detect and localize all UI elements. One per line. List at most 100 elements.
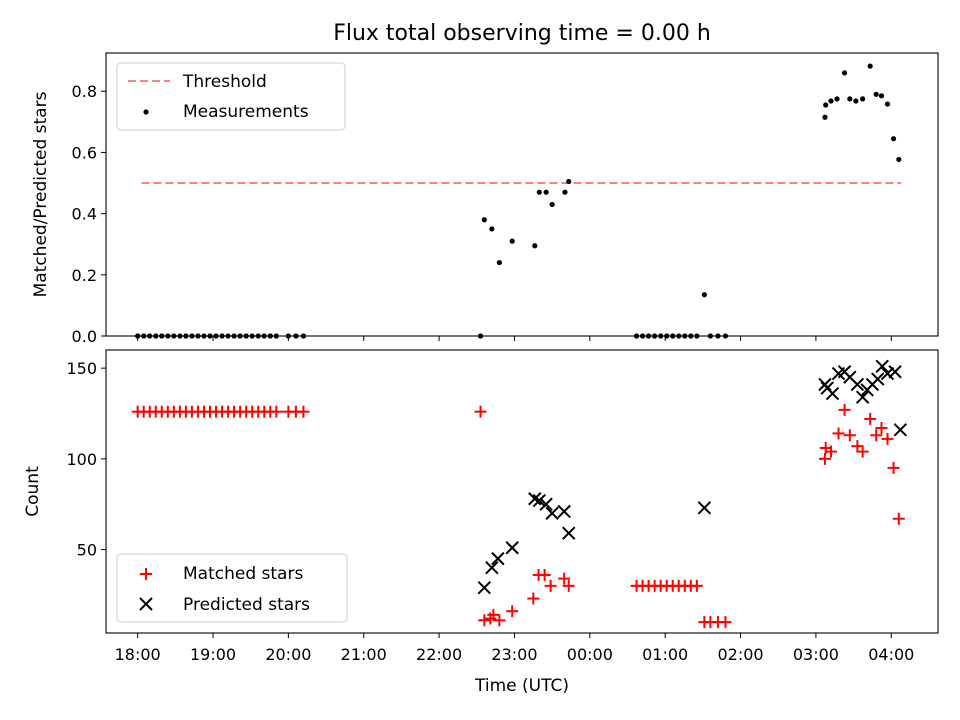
matched-star-point (270, 405, 283, 418)
matched-star-point (856, 445, 869, 458)
matched-star-point (558, 572, 571, 585)
predicted-star-point (562, 526, 576, 540)
top-panel: 0.00.20.40.60.8 Matched/Predicted stars … (31, 52, 939, 346)
predicted-star-point (485, 560, 499, 575)
matched-star-point (493, 614, 506, 627)
predicted-star-point (697, 501, 712, 515)
predicted-star-point (532, 493, 547, 508)
chart-title: Flux total observing time = 0.00 h (333, 21, 711, 46)
top-axis-ticks: 0.0 0.2 0.4 0.6 0.8 (72, 82, 892, 346)
measurement-point (841, 70, 848, 76)
predicted-star-point (871, 372, 885, 386)
y-tick-label: 0.8 (72, 82, 97, 101)
matched-star-point (838, 403, 851, 416)
matched-star-point (297, 405, 310, 418)
matched-star-point (544, 579, 557, 592)
matched-star-point (474, 405, 487, 418)
matched-stars-points (131, 403, 905, 629)
x-tick-label: 00:00 (567, 645, 613, 664)
legend-predicted-label: Predicted stars (183, 595, 310, 615)
measurement-point (562, 189, 568, 195)
measurement-point (860, 96, 866, 102)
x-tick-label: 23:00 (491, 645, 537, 664)
matched-star-point (562, 579, 575, 592)
x-tick-label: 22:00 (416, 645, 462, 664)
measurement-point (890, 136, 897, 142)
measurement-point (853, 98, 859, 104)
predicted-star-point (855, 390, 870, 404)
x-tick-label: 21:00 (341, 645, 387, 664)
matched-star-point (527, 592, 540, 605)
legend-matched-swatch (140, 568, 152, 580)
bottom-axis-ticks: 50 100 150 18:00 19:00 20:00 21:00 22:00 23:00 00… (66, 359, 914, 664)
measurement-point (896, 156, 902, 163)
bottom-legend: Matched stars Predicted stars (116, 553, 348, 623)
measurement-point (496, 259, 502, 266)
measurement-point (481, 217, 487, 223)
predicted-star-point (850, 377, 865, 392)
x-tick-label: 18:00 (115, 645, 161, 664)
matched-star-point (818, 452, 831, 465)
measurement-point (532, 243, 538, 249)
predicted-stars-points (477, 359, 908, 595)
predicted-star-point (875, 359, 889, 374)
legend-measurements-swatch (143, 109, 149, 115)
measurement-point (549, 201, 555, 208)
predicted-star-point (545, 506, 559, 520)
predicted-star-point (557, 504, 571, 519)
predicted-star-point (491, 551, 505, 566)
legend-matched-label: Matched stars (183, 564, 303, 584)
y-tick-label: 100 (66, 450, 97, 469)
predicted-star-point (888, 365, 902, 379)
top-legend: Threshold Measurements (116, 62, 346, 131)
matched-star-point (875, 422, 888, 435)
legend-threshold-label: Threshold (182, 72, 267, 92)
matched-star-point (487, 608, 500, 621)
measurement-point (834, 96, 840, 102)
bottom-axes-frame (105, 349, 939, 634)
bottom-panel: 50 100 150 18:00 19:00 20:00 21:00 22:00 23:00 00… (23, 349, 939, 664)
predicted-star-point (477, 580, 492, 595)
top-y-axis-label: Matched/Predicted stars (31, 91, 51, 297)
y-tick-label: 0.0 (72, 327, 97, 346)
predicted-star-point (528, 492, 542, 506)
measurement-point (543, 189, 549, 195)
measurement-point (884, 101, 891, 107)
matched-star-point (843, 429, 856, 442)
top-axes-frame (105, 52, 939, 337)
matched-star-point (887, 461, 900, 474)
matched-star-point (824, 445, 837, 458)
top-legend-box (116, 62, 346, 131)
x-tick-label: 01:00 (642, 645, 688, 664)
predicted-star-point (825, 386, 840, 401)
measurement-point (509, 238, 515, 244)
matched-star-point (851, 440, 864, 453)
x-tick-label: 20:00 (265, 645, 311, 664)
x-tick-label: 02:00 (717, 645, 763, 664)
predicted-star-point (893, 423, 908, 437)
matched-star-point (478, 614, 491, 627)
measurement-point (536, 189, 542, 195)
legend-measurements-label: Measurements (183, 102, 309, 122)
predicted-star-point (539, 497, 553, 511)
y-tick-label: 0.2 (72, 266, 97, 285)
matched-star-point (832, 427, 845, 440)
matched-star-point (881, 432, 894, 445)
measurement-point (489, 226, 495, 232)
matched-star-point (870, 429, 883, 442)
bottom-legend-box (116, 553, 348, 623)
measurement-point (822, 114, 828, 120)
matched-star-point (864, 412, 877, 425)
measurement-point (847, 96, 853, 102)
measurement-point (867, 63, 873, 69)
measurement-point (566, 178, 572, 185)
matched-star-point (506, 605, 519, 618)
bottom-y-axis-label: Count (23, 466, 43, 517)
matched-star-point (538, 568, 551, 581)
measurement-point (828, 98, 834, 104)
predicted-star-point (505, 541, 519, 555)
legend-predicted-swatch (139, 597, 153, 611)
measurement-point (878, 93, 885, 99)
x-tick-label: 03:00 (793, 645, 839, 664)
